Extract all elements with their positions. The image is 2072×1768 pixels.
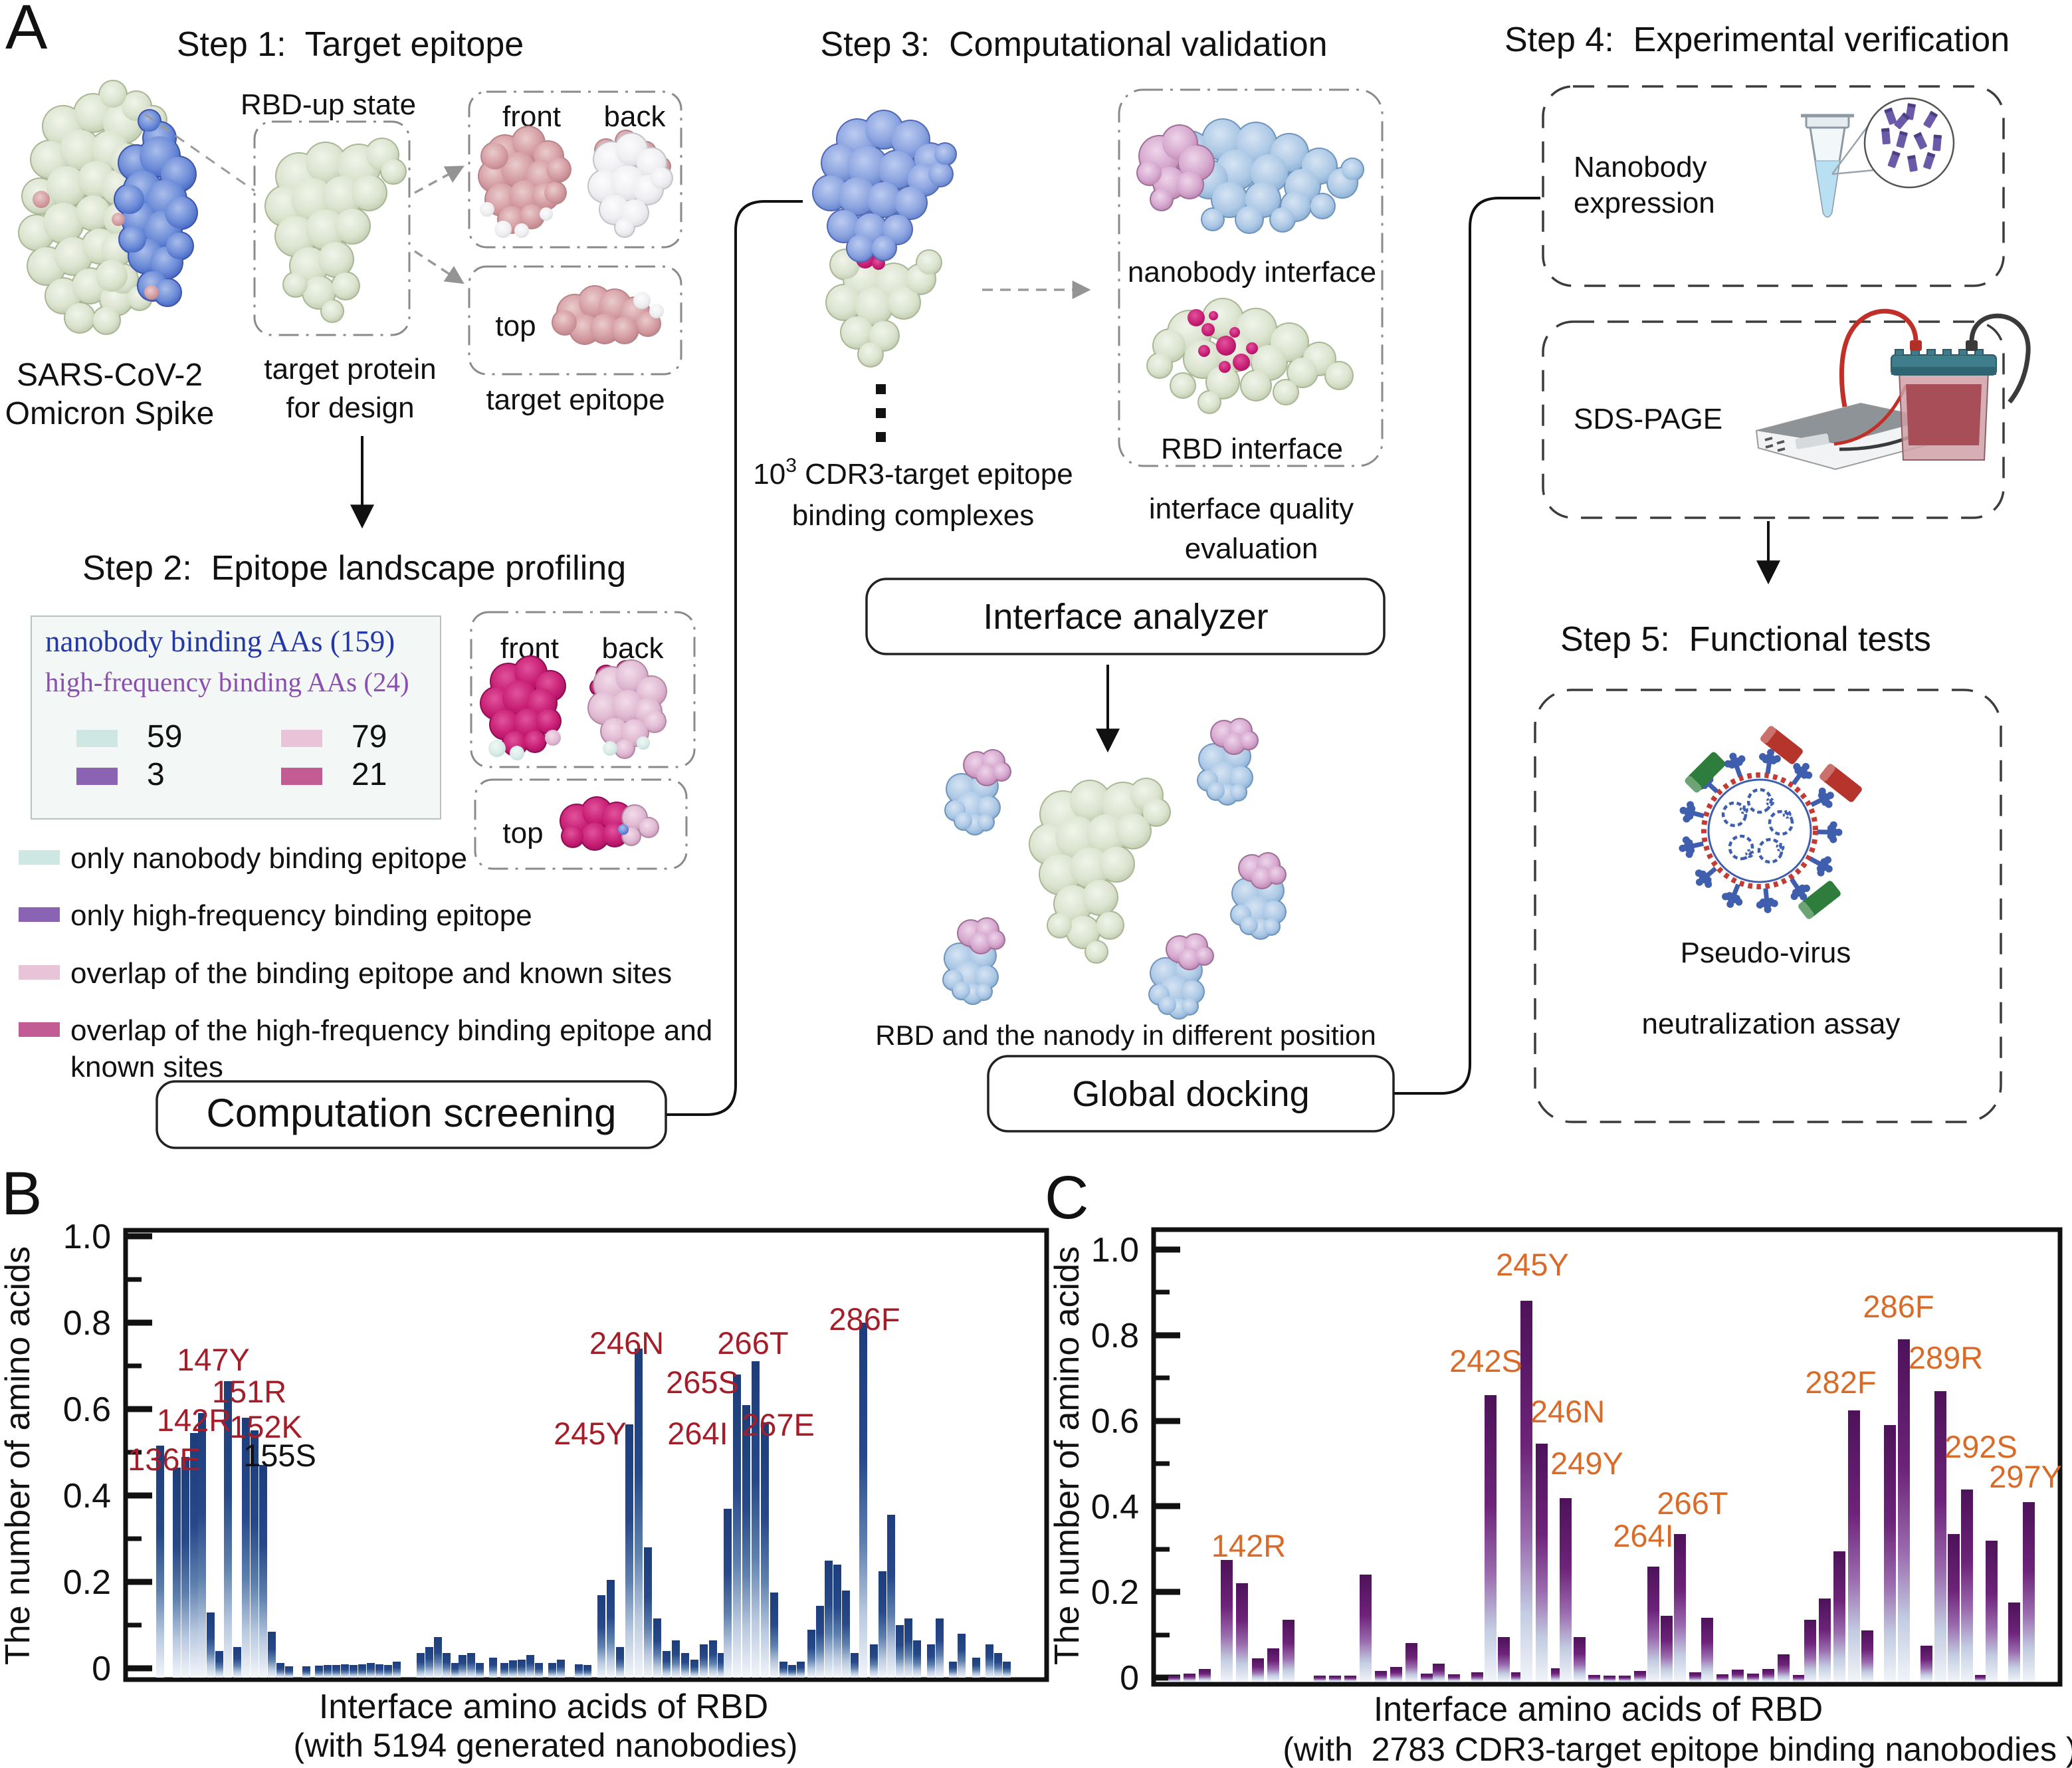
svg-text:C: C	[1045, 1164, 1088, 1232]
svg-text:SARS-CoV-2: SARS-CoV-2	[17, 358, 203, 393]
svg-text:Interface analyzer: Interface analyzer	[983, 597, 1268, 637]
svg-text:back: back	[602, 632, 665, 665]
svg-text:Global docking: Global docking	[1072, 1074, 1309, 1114]
svg-text:289R: 289R	[1909, 1340, 1983, 1375]
svg-text:297Y: 297Y	[1989, 1459, 2062, 1494]
svg-text:target epitope: target epitope	[486, 384, 665, 416]
svg-text:0.2: 0.2	[1091, 1573, 1139, 1612]
svg-text:286F: 286F	[829, 1301, 900, 1337]
svg-text:RBD and the nanody in differen: RBD and the nanody in different position	[875, 1020, 1376, 1051]
svg-text:Computation screening: Computation screening	[206, 1091, 616, 1135]
svg-text:0.4: 0.4	[1091, 1488, 1139, 1526]
svg-text:RBD-up state: RBD-up state	[241, 88, 416, 121]
svg-text:155S: 155S	[243, 1438, 316, 1473]
svg-text:Step 3: Computational validat: Step 3: Computational validation	[820, 25, 1327, 64]
svg-text:Step 2: Epitope landscape pro: Step 2: Epitope landscape profiling	[82, 549, 626, 588]
svg-text:264I: 264I	[667, 1416, 728, 1451]
svg-text:interface quality: interface quality	[1149, 493, 1354, 525]
svg-text:top: top	[495, 310, 536, 342]
svg-text:(with 2783 CDR3-target epitop: (with 2783 CDR3-target epitope binding n…	[1283, 1731, 2072, 1768]
svg-text:overlap of the binding epitope: overlap of the binding epitope and known…	[70, 957, 672, 990]
svg-text:59: 59	[147, 719, 182, 754]
svg-text:0.2: 0.2	[63, 1563, 111, 1602]
svg-text:A: A	[5, 0, 48, 62]
svg-text:Step 5: Functional tests: Step 5: Functional tests	[1560, 620, 1931, 659]
svg-text:0.8: 0.8	[1091, 1317, 1139, 1355]
svg-text:142R: 142R	[157, 1402, 231, 1438]
svg-text:top: top	[502, 817, 543, 849]
svg-text:151R: 151R	[212, 1374, 286, 1409]
svg-text:1.0: 1.0	[63, 1218, 111, 1256]
svg-text:0.6: 0.6	[1091, 1402, 1139, 1441]
svg-text:3: 3	[147, 757, 165, 792]
svg-text:147Y: 147Y	[177, 1342, 250, 1377]
svg-text:nanobody interface: nanobody interface	[1128, 256, 1376, 288]
svg-text:RBD interface: RBD interface	[1161, 433, 1343, 465]
svg-text:Pseudo-virus: Pseudo-virus	[1681, 937, 1851, 969]
svg-text:Omicron Spike: Omicron Spike	[5, 396, 215, 431]
svg-text:21: 21	[352, 757, 387, 792]
svg-text:1.0: 1.0	[1091, 1231, 1139, 1270]
svg-text:SDS-PAGE: SDS-PAGE	[1574, 403, 1722, 435]
svg-text:Step 4: Experimental verifica: Step 4: Experimental verification	[1504, 21, 2010, 59]
svg-text:282F: 282F	[1805, 1365, 1876, 1400]
svg-text:expression: expression	[1574, 187, 1715, 219]
svg-text:103 CDR3-target epitope: 103 CDR3-target epitope	[753, 455, 1073, 491]
svg-text:0: 0	[92, 1650, 111, 1688]
svg-text:249Y: 249Y	[1550, 1446, 1623, 1481]
svg-text:266T: 266T	[717, 1325, 788, 1361]
svg-text:for design: for design	[286, 391, 414, 424]
svg-text:evaluation: evaluation	[1185, 532, 1318, 565]
svg-text:only nanobody binding epitope: only nanobody binding epitope	[70, 842, 467, 875]
svg-text:nanobody binding AAs (159): nanobody binding AAs (159)	[45, 625, 395, 658]
svg-text:286F: 286F	[1863, 1289, 1934, 1324]
svg-text:136E: 136E	[128, 1442, 201, 1477]
svg-text:only high-frequency binding ep: only high-frequency binding epitope	[70, 899, 532, 932]
svg-text:Step 1: Target epitope: Step 1: Target epitope	[177, 25, 524, 64]
svg-text:242S: 242S	[1449, 1343, 1522, 1379]
svg-text:267E: 267E	[742, 1407, 815, 1442]
svg-text:Interface amino acids of RBD: Interface amino acids of RBD	[1374, 1690, 1823, 1729]
svg-text:Nanobody: Nanobody	[1574, 151, 1707, 183]
svg-text:overlap of the high-frequency: overlap of the high-frequency binding ep…	[70, 1014, 712, 1047]
svg-text:292S: 292S	[1944, 1429, 2018, 1464]
svg-text:high-frequency binding AAs (24: high-frequency binding AAs (24)	[45, 667, 409, 697]
svg-text:B: B	[1, 1160, 42, 1228]
svg-text:back: back	[604, 100, 667, 133]
svg-text:0: 0	[1120, 1659, 1139, 1698]
svg-text:266T: 266T	[1657, 1486, 1728, 1521]
svg-text:neutralization assay: neutralization assay	[1642, 1008, 1901, 1040]
svg-text:binding complexes: binding complexes	[792, 499, 1034, 532]
svg-text:79: 79	[352, 719, 387, 754]
svg-text:246N: 246N	[589, 1325, 664, 1361]
svg-text:0.8: 0.8	[63, 1304, 111, 1343]
svg-text:265S: 265S	[666, 1365, 739, 1400]
svg-text:245Y: 245Y	[554, 1416, 627, 1451]
svg-text:0.6: 0.6	[63, 1390, 111, 1429]
svg-text:152K: 152K	[229, 1409, 302, 1444]
svg-text:Interface amino acids of RBD: Interface amino acids of RBD	[319, 1688, 768, 1726]
svg-text:142R: 142R	[1211, 1528, 1286, 1563]
svg-text:245Y: 245Y	[1496, 1247, 1569, 1282]
svg-text:0.4: 0.4	[63, 1477, 111, 1515]
svg-text:The number of amino acids: The number of amino acids	[0, 1246, 37, 1665]
svg-text:known sites: known sites	[70, 1051, 223, 1083]
svg-text:target protein: target protein	[264, 353, 436, 386]
svg-text:(with 5194 generated nanobodie: (with 5194 generated nanobodies)	[294, 1727, 798, 1764]
svg-text:264I: 264I	[1613, 1518, 1673, 1553]
svg-text:246N: 246N	[1530, 1394, 1605, 1429]
svg-text:The number of amino acids: The number of amino acids	[1048, 1246, 1087, 1665]
